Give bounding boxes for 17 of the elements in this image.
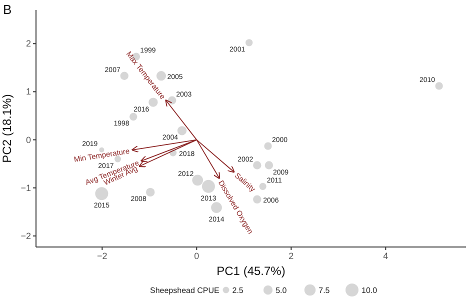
legend-title: Sheepshead CPUE	[150, 286, 220, 295]
legend-label: 2.5	[232, 286, 244, 295]
y-tick-label: 2	[26, 38, 31, 49]
y-tick-label: −2	[20, 230, 31, 241]
x-axis-title: PC1 (45.7%)	[216, 264, 286, 278]
legend-label: 7.5	[318, 286, 330, 295]
y-axis-title: PC2 (18.1%)	[0, 94, 14, 163]
x-tick-label: 0	[194, 251, 200, 261]
chart-title: B	[3, 2, 12, 17]
legend-label: 5.0	[276, 286, 288, 295]
y-tick-label: −1	[20, 182, 31, 193]
x-tick-label: −2	[97, 251, 108, 261]
y-tick-label: 0	[26, 134, 31, 145]
legend-label: 10.0	[362, 286, 378, 295]
x-tick-label: 4	[383, 251, 388, 261]
x-tick-label: 2	[288, 251, 294, 261]
y-tick-label: 1	[26, 86, 31, 97]
